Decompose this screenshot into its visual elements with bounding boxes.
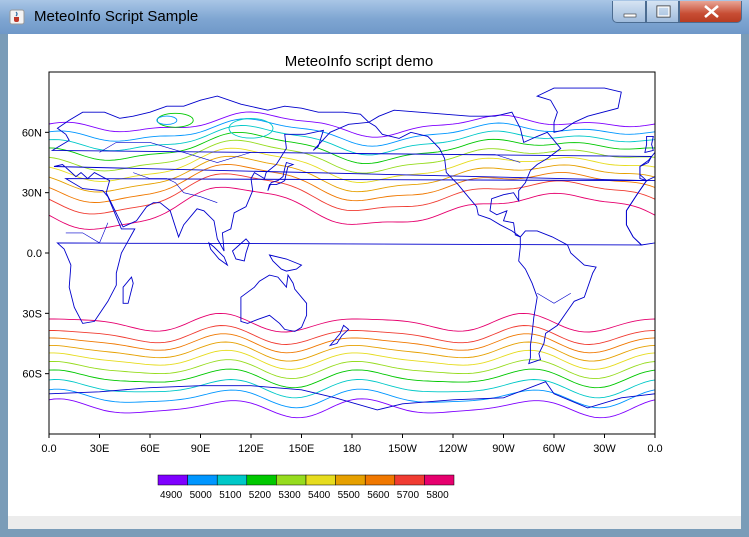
country-border xyxy=(537,292,571,304)
x-tick-label: 180 xyxy=(343,443,361,455)
x-tick-label: 0.0 xyxy=(41,443,56,455)
x-tick-label: 90E xyxy=(191,443,211,455)
contour-line-south xyxy=(48,359,656,380)
country-border xyxy=(469,154,521,163)
contour-line-south xyxy=(49,349,656,370)
contour-line-north xyxy=(48,186,656,230)
country-border xyxy=(65,222,109,244)
colorbar-legend: 4900 5000 5100 5200 5300 5400 5500 5600 5700 5800 xyxy=(157,474,455,501)
legend-label: 5100 xyxy=(219,490,242,501)
x-tick-label: 120E xyxy=(238,443,264,455)
coastline-northamerica xyxy=(367,109,562,238)
x-tick-label: 60E xyxy=(140,443,160,455)
y-tick-label: 60S xyxy=(22,369,42,381)
map-canvas-area: MeteoInfo script demo 0.0 30E 60E 90E 120E 15… xyxy=(8,34,741,529)
legend-label: 5200 xyxy=(249,490,272,501)
contour-closed-low xyxy=(228,118,274,139)
legend-label: 5300 xyxy=(278,490,301,501)
coastline-newguinea xyxy=(268,254,303,272)
contour-line-south xyxy=(48,333,656,354)
country-border xyxy=(99,142,252,163)
contour-line-north xyxy=(48,125,656,156)
legend-swatch xyxy=(305,474,336,486)
coastline-eurasia xyxy=(50,95,653,252)
x-tick-label: 0.0 xyxy=(647,443,662,455)
x-tick-label: 150E xyxy=(289,443,315,455)
y-tick-label: 0.0 xyxy=(27,248,42,260)
x-tick-label: 120W xyxy=(439,443,468,455)
legend-label: 5400 xyxy=(308,490,331,501)
map-title: MeteoInfo script demo xyxy=(285,53,433,70)
legend-label: 5500 xyxy=(338,490,361,501)
coastline-borneo xyxy=(231,238,250,262)
close-icon xyxy=(704,5,719,18)
coastline-australia xyxy=(240,273,308,332)
contour-line-south xyxy=(48,379,656,399)
contour-closed-low xyxy=(156,115,178,125)
y-tick-label: 60N xyxy=(22,127,42,139)
contour-line-south xyxy=(48,368,656,389)
legend-swatch xyxy=(364,474,396,486)
legend-swatch xyxy=(187,474,218,486)
legend-label: 5600 xyxy=(367,490,390,501)
legend-swatch xyxy=(276,474,307,486)
window-title: MeteoInfo Script Sample xyxy=(34,8,199,25)
legend-swatch xyxy=(335,474,366,486)
coastline-newzealand xyxy=(328,324,350,347)
legend-label: 5700 xyxy=(397,490,420,501)
map-figure: MeteoInfo script demo 0.0 30E 60E 90E 120E 15… xyxy=(8,34,741,529)
coastline-africa xyxy=(56,178,648,324)
coastline-sumatra xyxy=(208,241,229,267)
coastline-layer xyxy=(48,87,656,435)
legend-label: 5000 xyxy=(190,490,213,501)
y-tick-label: 30N xyxy=(22,188,42,200)
legend-swatch xyxy=(246,474,277,486)
x-tick-label: 30E xyxy=(90,443,110,455)
x-tick-label: 90W xyxy=(492,443,515,455)
minimize-icon xyxy=(623,13,637,18)
contour-line-north xyxy=(48,155,656,193)
x-axis-ticks: 0.0 30E 60E 90E 120E 150E 180 150W 120W 90W 60W 30W… xyxy=(41,434,663,455)
coastline-madagascar xyxy=(122,276,134,304)
legend-swatch xyxy=(424,474,455,486)
coastline-greenland xyxy=(535,87,622,133)
legend-label: 4900 xyxy=(160,490,183,501)
coastline-britain xyxy=(644,135,654,154)
x-tick-label: 150W xyxy=(388,443,417,455)
x-tick-label: 60W xyxy=(543,443,566,455)
x-tick-label: 30W xyxy=(593,443,616,455)
y-tick-label: 30S xyxy=(22,308,42,320)
legend-swatch xyxy=(216,474,248,486)
contour-line-north xyxy=(48,147,656,183)
close-button[interactable] xyxy=(679,1,742,23)
y-axis-ticks: 60N 30N 0.0 30S 60S xyxy=(22,127,49,381)
country-border xyxy=(133,172,218,203)
contour-line-north xyxy=(48,131,655,165)
maximize-icon xyxy=(656,5,671,18)
title-bar[interactable]: MeteoInfo Script Sample xyxy=(0,0,749,34)
status-strip xyxy=(8,516,741,529)
contour-line-south xyxy=(49,312,656,333)
legend-swatch xyxy=(394,474,425,486)
minimize-button[interactable] xyxy=(612,1,646,23)
contour-line-south xyxy=(48,398,656,419)
contour-line-north xyxy=(48,164,656,203)
coastline-japan xyxy=(267,161,295,191)
legend-label: 5800 xyxy=(426,490,449,501)
contour-line-south xyxy=(49,341,656,362)
maximize-button[interactable] xyxy=(646,1,679,23)
contour-line-north xyxy=(48,139,656,174)
contour-line-south xyxy=(49,325,656,345)
java-cup-icon xyxy=(9,9,25,25)
legend-swatch xyxy=(157,474,188,486)
coastline-southamerica xyxy=(518,230,597,365)
